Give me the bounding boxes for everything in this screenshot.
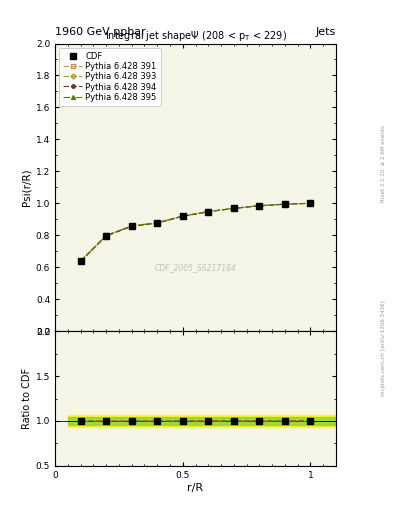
CDF bbox=[104, 232, 108, 239]
Text: Jets: Jets bbox=[316, 27, 336, 37]
Pythia 6.428 393 bbox=[283, 201, 287, 207]
Line: CDF: CDF bbox=[77, 200, 314, 264]
CDF bbox=[155, 220, 160, 226]
Pythia 6.428 394 bbox=[308, 200, 313, 206]
Pythia 6.428 394 bbox=[206, 209, 211, 215]
Pythia 6.428 391 bbox=[308, 200, 313, 206]
Pythia 6.428 391 bbox=[206, 208, 211, 215]
Pythia 6.428 395 bbox=[78, 258, 83, 264]
Line: Pythia 6.428 395: Pythia 6.428 395 bbox=[79, 201, 312, 263]
Pythia 6.428 395 bbox=[257, 203, 262, 209]
Text: Rivet 3.1.10, ≥ 2.6M events: Rivet 3.1.10, ≥ 2.6M events bbox=[381, 125, 386, 202]
Text: 1960 GeV ppbar: 1960 GeV ppbar bbox=[55, 27, 146, 37]
X-axis label: r/R: r/R bbox=[187, 482, 204, 493]
Line: Pythia 6.428 394: Pythia 6.428 394 bbox=[79, 202, 312, 263]
Y-axis label: Psi(r/R): Psi(r/R) bbox=[22, 168, 31, 206]
Pythia 6.428 391 bbox=[257, 203, 262, 209]
CDF bbox=[78, 258, 83, 264]
Pythia 6.428 394 bbox=[283, 201, 287, 207]
Pythia 6.428 395 bbox=[308, 200, 313, 206]
Pythia 6.428 393 bbox=[104, 233, 108, 239]
Pythia 6.428 393 bbox=[129, 223, 134, 229]
CDF bbox=[180, 213, 185, 219]
Pythia 6.428 391 bbox=[155, 220, 160, 226]
Pythia 6.428 391 bbox=[78, 258, 83, 264]
Pythia 6.428 395 bbox=[283, 201, 287, 207]
Pythia 6.428 395 bbox=[104, 232, 108, 239]
Pythia 6.428 394 bbox=[155, 220, 160, 226]
Pythia 6.428 394 bbox=[78, 259, 83, 265]
Pythia 6.428 395 bbox=[155, 220, 160, 226]
Pythia 6.428 393 bbox=[257, 203, 262, 209]
Pythia 6.428 395 bbox=[129, 223, 134, 229]
Y-axis label: Ratio to CDF: Ratio to CDF bbox=[22, 368, 31, 429]
Title: Integral jet shape$\Psi$ (208 < p$_{\mathregular{T}}$ < 229): Integral jet shape$\Psi$ (208 < p$_{\mat… bbox=[105, 29, 286, 44]
Line: Pythia 6.428 393: Pythia 6.428 393 bbox=[79, 202, 312, 263]
Legend: CDF, Pythia 6.428 391, Pythia 6.428 393, Pythia 6.428 394, Pythia 6.428 395: CDF, Pythia 6.428 391, Pythia 6.428 393,… bbox=[59, 48, 161, 106]
CDF bbox=[231, 205, 236, 211]
Pythia 6.428 394 bbox=[231, 205, 236, 211]
Pythia 6.428 394 bbox=[129, 223, 134, 229]
Pythia 6.428 394 bbox=[257, 203, 262, 209]
Pythia 6.428 393 bbox=[308, 200, 313, 206]
Pythia 6.428 393 bbox=[231, 205, 236, 211]
Pythia 6.428 391 bbox=[129, 223, 134, 229]
Pythia 6.428 394 bbox=[104, 233, 108, 239]
Pythia 6.428 395 bbox=[231, 205, 236, 211]
Pythia 6.428 395 bbox=[180, 213, 185, 219]
Pythia 6.428 391 bbox=[283, 201, 287, 207]
Pythia 6.428 391 bbox=[231, 205, 236, 211]
CDF bbox=[129, 223, 134, 229]
CDF bbox=[283, 201, 287, 207]
Pythia 6.428 393 bbox=[78, 258, 83, 264]
Text: mcplots.cern.ch [arXiv:1306.3436]: mcplots.cern.ch [arXiv:1306.3436] bbox=[381, 301, 386, 396]
Pythia 6.428 393 bbox=[155, 220, 160, 226]
Pythia 6.428 395 bbox=[206, 208, 211, 215]
CDF bbox=[257, 203, 262, 209]
Pythia 6.428 393 bbox=[206, 209, 211, 215]
CDF bbox=[308, 200, 313, 206]
Pythia 6.428 391 bbox=[104, 232, 108, 238]
Pythia 6.428 391 bbox=[180, 213, 185, 219]
Text: CDF_2005_S6217184: CDF_2005_S6217184 bbox=[154, 263, 237, 272]
Pythia 6.428 393 bbox=[180, 213, 185, 219]
CDF bbox=[206, 208, 211, 215]
Pythia 6.428 394 bbox=[180, 214, 185, 220]
Line: Pythia 6.428 391: Pythia 6.428 391 bbox=[79, 202, 312, 263]
